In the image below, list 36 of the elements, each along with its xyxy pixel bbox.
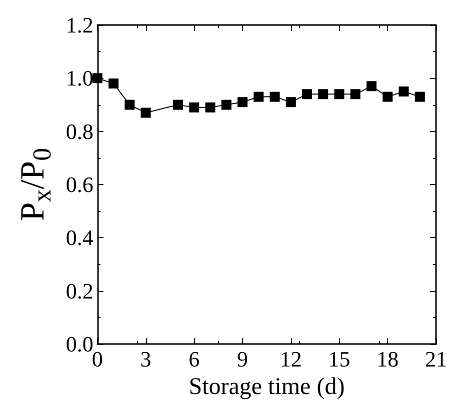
x-tick-label: 18 <box>376 346 399 372</box>
point <box>302 89 312 100</box>
x-tick-label: 21 <box>425 346 447 372</box>
y-tick-label: 0.8 <box>66 118 94 144</box>
y-tick-label: 0.2 <box>66 278 94 304</box>
point <box>173 100 184 110</box>
x-tick-label: 9 <box>237 346 248 372</box>
point <box>398 86 409 96</box>
point <box>124 100 135 110</box>
point <box>205 102 216 112</box>
y-tick-label: 0.0 <box>66 332 94 357</box>
y-axis-title: Px/P0 <box>14 148 56 222</box>
point <box>221 100 232 110</box>
point <box>270 92 280 102</box>
x-tick-label: 0 <box>92 346 103 372</box>
point <box>140 108 151 118</box>
point <box>286 97 296 108</box>
point <box>108 78 119 88</box>
x-tick-label: 15 <box>328 346 350 372</box>
point <box>366 81 377 92</box>
point <box>414 92 425 102</box>
point <box>382 92 393 102</box>
y-tick-label: 1.2 <box>66 12 94 38</box>
point <box>350 89 360 100</box>
point <box>254 92 264 102</box>
point <box>238 97 248 108</box>
x-axis-title: Storage time (d) <box>188 374 345 400</box>
point <box>334 89 344 100</box>
y-tick-label: 0.4 <box>66 225 94 250</box>
x-tick-label: 6 <box>188 346 200 372</box>
point <box>318 89 328 100</box>
y-tick-label: 0.6 <box>66 172 94 198</box>
point <box>189 102 200 112</box>
x-tick-label: 12 <box>280 346 302 372</box>
x-tick-label: 3 <box>140 346 152 372</box>
y-tick-label: 1.0 <box>66 66 94 91</box>
